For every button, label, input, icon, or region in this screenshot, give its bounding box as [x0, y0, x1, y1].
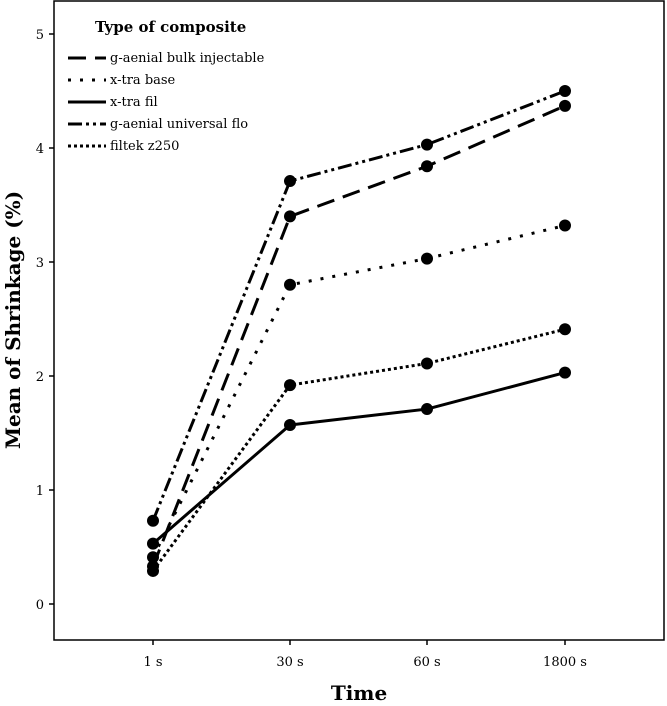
series-line	[151, 224, 566, 558]
legend-label: g-aenial bulk injectable	[110, 51, 265, 66]
legend-label: x-tra base	[110, 73, 176, 88]
y-tick-label: 4	[36, 142, 44, 157]
y-tick-label: 2	[36, 370, 44, 385]
x-axis-title: Time	[331, 681, 387, 705]
legend-label: x-tra fil	[110, 95, 158, 110]
series-layer	[147, 85, 571, 577]
data-point	[284, 210, 296, 223]
data-point	[421, 138, 433, 151]
legend-label: g-aenial universal flo	[110, 117, 248, 132]
data-point	[284, 379, 296, 392]
data-point	[559, 366, 571, 379]
y-tick-label: 1	[36, 484, 44, 499]
data-point	[559, 99, 571, 112]
y-axis-title: Mean of Shrinkage (%)	[1, 191, 25, 449]
data-point	[284, 278, 296, 291]
data-point	[284, 419, 296, 432]
x-tick-label: 1800 s	[543, 655, 587, 670]
axes-layer: 0 1 2 3 4 5 1 s 30 s 60 s 1800 s	[36, 28, 587, 670]
data-point	[421, 357, 433, 370]
data-point	[559, 323, 571, 336]
plot-frame	[53, 0, 665, 641]
series-line	[152, 371, 566, 545]
series-line	[151, 89, 566, 522]
data-point	[284, 175, 296, 188]
data-point	[147, 564, 159, 577]
data-point	[421, 160, 433, 173]
y-tick-label: 5	[36, 28, 44, 43]
y-tick-label: 3	[36, 256, 44, 271]
y-tick-label: 0	[36, 598, 44, 613]
x-tick-label: 1 s	[143, 655, 162, 670]
data-point	[559, 85, 571, 97]
data-point	[559, 219, 571, 232]
x-tick-label: 30 s	[276, 655, 303, 670]
data-point	[147, 551, 159, 564]
series-line	[151, 104, 566, 567]
data-point	[421, 252, 433, 265]
data-point	[421, 403, 433, 416]
legend: Type of composite g-aenial bulk injectab…	[68, 18, 265, 154]
legend-label: filtek z250	[110, 139, 179, 154]
data-point	[147, 537, 159, 550]
data-point	[147, 514, 159, 527]
legend-title: Type of composite	[95, 18, 246, 36]
series-line	[151, 327, 566, 572]
x-tick-label: 60 s	[413, 655, 440, 670]
